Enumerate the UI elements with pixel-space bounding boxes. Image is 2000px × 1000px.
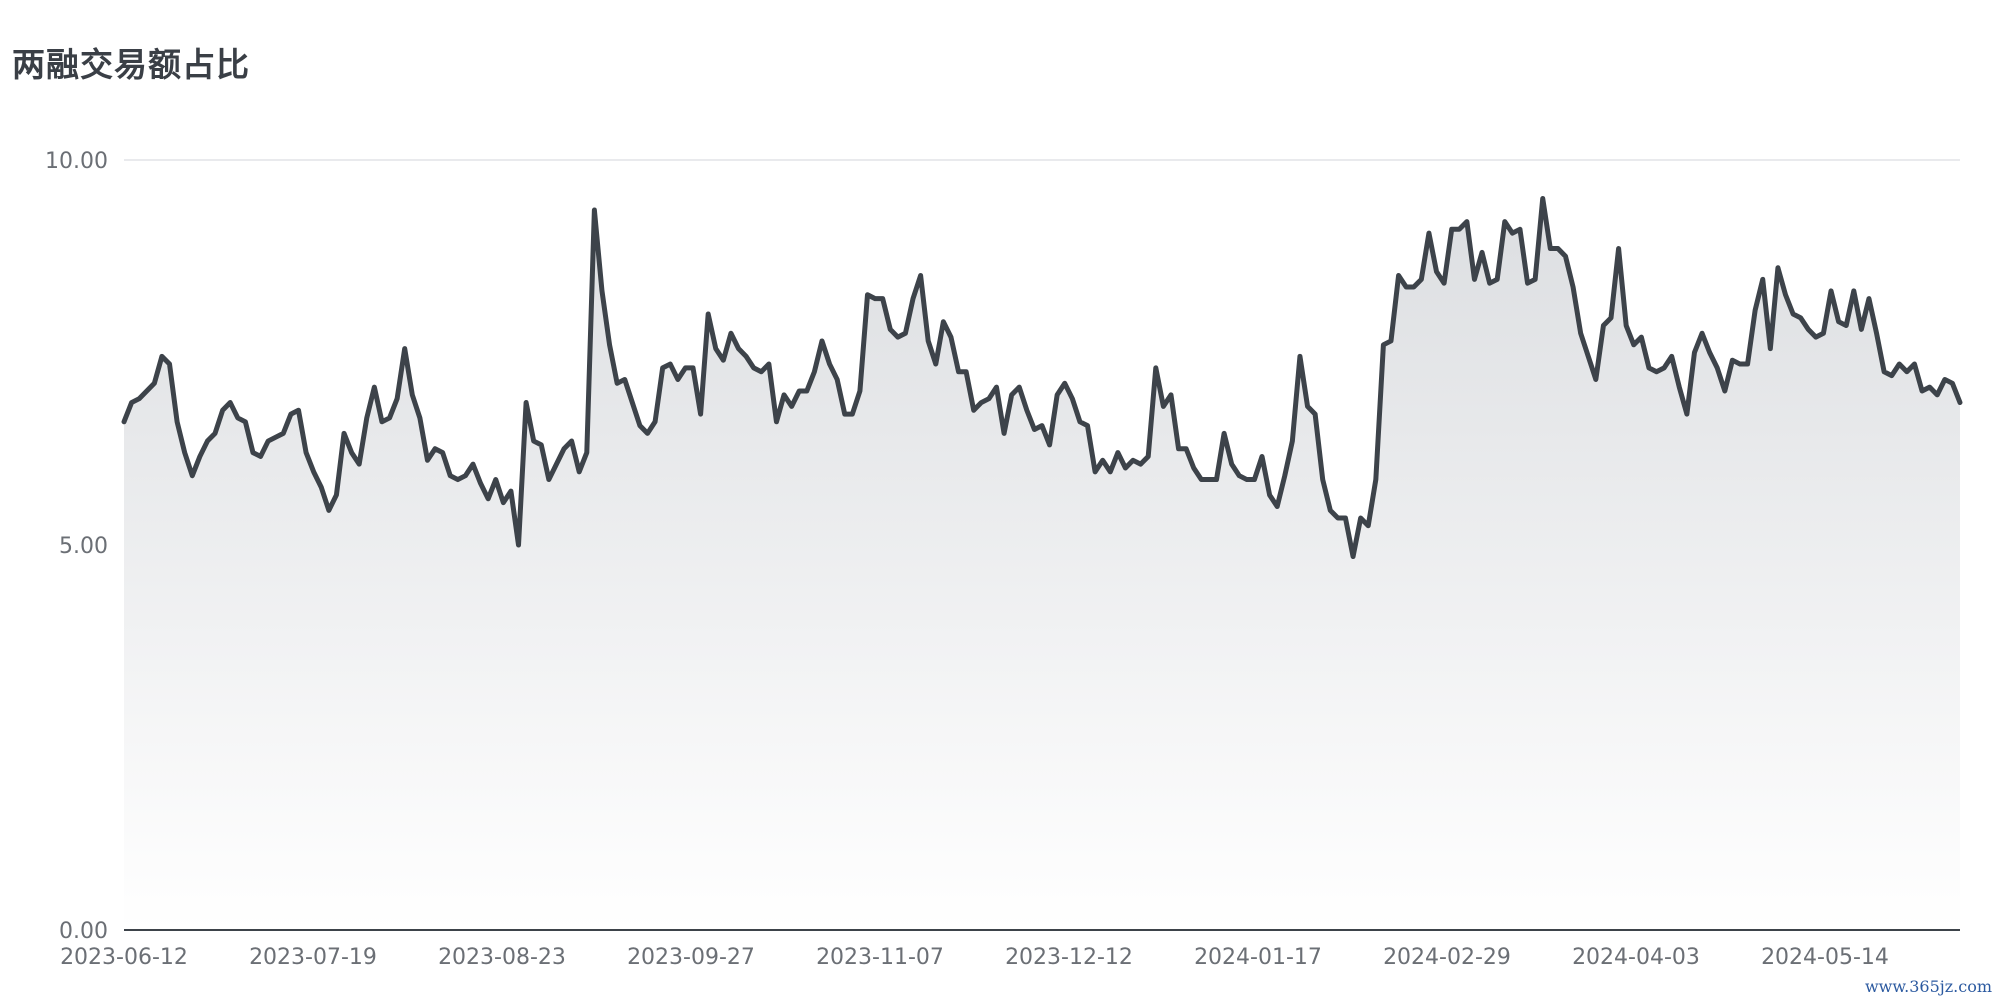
y-tick-label: 10.00 — [45, 149, 108, 174]
watermark: www.365jz.com — [1864, 977, 1992, 996]
x-tick-label: 2024-02-29 — [1383, 945, 1511, 970]
series-line — [121, 196, 1963, 560]
x-tick-label: 2023-12-12 — [1005, 945, 1133, 970]
area-fill — [124, 198, 1960, 930]
x-tick-label: 2024-04-03 — [1572, 945, 1700, 970]
x-tick-label: 2024-05-14 — [1761, 945, 1889, 970]
x-tick-label: 2023-09-27 — [627, 945, 755, 970]
chart-title: 两融交易额占比 — [12, 45, 250, 84]
x-tick-label: 2023-07-19 — [249, 945, 377, 970]
x-tick-label: 2023-06-12 — [60, 945, 188, 970]
x-tick-label: 2024-01-17 — [1194, 945, 1322, 970]
area-layer — [121, 196, 1963, 930]
label-layer: 0.00 5.00 10.00 2023-06-12 2023-07-19 2023-08… — [45, 149, 1889, 970]
x-tick-label: 2023-08-23 — [438, 945, 566, 970]
x-tick-label: 2023-11-07 — [816, 945, 944, 970]
y-tick-label: 5.00 — [59, 534, 108, 559]
y-tick-label: 0.00 — [59, 919, 108, 944]
